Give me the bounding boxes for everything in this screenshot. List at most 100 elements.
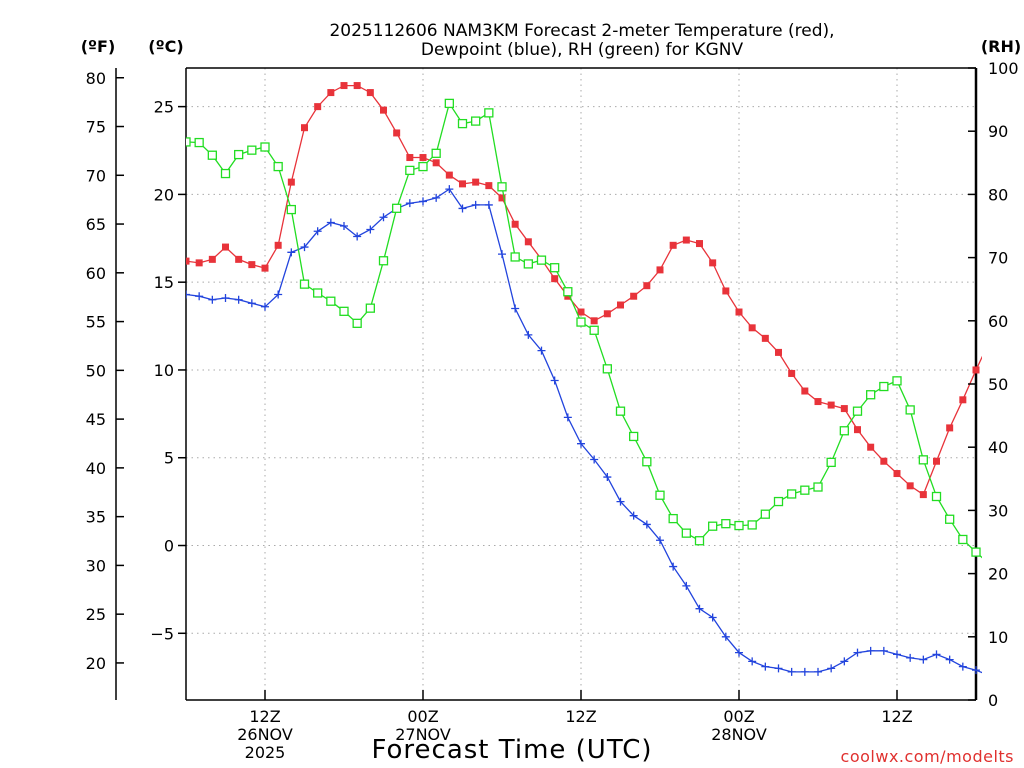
rh-point bbox=[747, 520, 757, 530]
dewpoint-point bbox=[879, 646, 888, 655]
temperature-point bbox=[919, 491, 927, 499]
rh-point bbox=[471, 116, 481, 126]
series-rh bbox=[186, 98, 982, 559]
dewpoint-point bbox=[787, 667, 796, 676]
rh-point bbox=[852, 406, 863, 416]
rh-point bbox=[365, 303, 375, 313]
rh-point bbox=[207, 150, 217, 160]
temperature-point bbox=[814, 398, 822, 406]
dewpoint-point bbox=[498, 250, 506, 259]
rh-tick-label: 40 bbox=[988, 438, 1008, 457]
fahrenheit-tick-label: 20 bbox=[86, 654, 106, 673]
rh-point bbox=[787, 489, 797, 499]
chart-title-line-1: 2025112606 NAM3KM Forecast 2-meter Tempe… bbox=[329, 21, 834, 41]
rh-tick-label: 50 bbox=[988, 375, 1008, 394]
rh-point bbox=[721, 519, 731, 529]
dewpoint-point bbox=[669, 562, 678, 571]
fahrenheit-tick-label: 25 bbox=[86, 605, 106, 624]
dewpoint-point bbox=[234, 295, 243, 304]
dewpoint-point bbox=[419, 197, 427, 206]
dewpoint-point bbox=[616, 497, 625, 506]
rh-point bbox=[260, 142, 270, 152]
temperature-point bbox=[498, 194, 506, 202]
dewpoint-point bbox=[814, 667, 822, 676]
rh-tick-label: 70 bbox=[988, 249, 1008, 268]
dewpoint-point bbox=[405, 199, 414, 208]
dewpoint-point bbox=[958, 662, 967, 671]
rh-point bbox=[186, 137, 191, 147]
temperature-point bbox=[248, 261, 256, 269]
temperature-point bbox=[472, 178, 480, 186]
temperature-point bbox=[380, 106, 387, 114]
rh-point bbox=[194, 137, 204, 148]
dewpoint-point bbox=[432, 193, 441, 202]
dewpoint-point bbox=[656, 536, 664, 545]
dewpoint-point bbox=[906, 653, 915, 662]
rh-point bbox=[510, 252, 520, 262]
celsius-tick-label: 20 bbox=[154, 185, 174, 204]
temperature-point bbox=[353, 82, 361, 90]
dewpoint-point bbox=[326, 218, 335, 227]
rh-point bbox=[826, 457, 836, 468]
dewpoint-point bbox=[195, 292, 204, 301]
dewpoint-point bbox=[695, 604, 704, 613]
temperature-point bbox=[511, 220, 519, 228]
series-dewpoint bbox=[186, 185, 982, 676]
rh-point bbox=[286, 204, 296, 215]
dewpoint-point bbox=[682, 581, 691, 590]
chart-title-line-2: Dewpoint (blue), RH (green) for KGNV bbox=[421, 40, 744, 60]
rh-point bbox=[905, 405, 915, 415]
fahrenheit-tick-label: 60 bbox=[86, 264, 106, 283]
temperature-point bbox=[933, 457, 940, 465]
temperature-point bbox=[287, 178, 295, 186]
temperature-point bbox=[827, 401, 835, 409]
temperature-point bbox=[748, 324, 756, 332]
rh-point bbox=[563, 287, 573, 297]
fahrenheit-axis: 20 25 30 35 40 45 50 55 60 65 70 75 80 bbox=[86, 68, 124, 700]
rh-point bbox=[418, 161, 428, 172]
temperature-point bbox=[630, 292, 638, 300]
rh-tick-label: 0 bbox=[988, 691, 998, 710]
fahrenheit-tick-label: 40 bbox=[86, 459, 106, 478]
dewpoint-point bbox=[919, 655, 928, 664]
fahrenheit-tick-label: 35 bbox=[86, 508, 106, 527]
temperature-point bbox=[590, 317, 598, 325]
rh-point bbox=[220, 168, 231, 179]
rh-point bbox=[431, 148, 441, 158]
temperature-point bbox=[301, 124, 308, 132]
time-tick-label: 2025 bbox=[245, 743, 286, 762]
temperature-point bbox=[735, 308, 743, 316]
dewpoint-point bbox=[642, 520, 651, 529]
rh-point bbox=[615, 406, 626, 416]
rh-point bbox=[734, 520, 744, 531]
credit-text: coolwx.com/modelts bbox=[841, 747, 1014, 766]
time-tick-label: 12Z bbox=[565, 707, 596, 726]
rh-point bbox=[866, 390, 876, 400]
time-tick-label: 27NOV bbox=[395, 725, 451, 744]
rh-point bbox=[708, 521, 718, 531]
time-tick-label: 00Z bbox=[723, 707, 754, 726]
dewpoint-point bbox=[300, 243, 309, 252]
x-axis-title: Forecast Time (UTC) bbox=[371, 735, 652, 765]
temperature-line bbox=[186, 84, 982, 496]
temperature-point bbox=[551, 275, 559, 283]
rh-point bbox=[457, 118, 468, 129]
temperature-point bbox=[274, 241, 282, 249]
rh-point bbox=[234, 149, 244, 160]
dewpoint-point bbox=[840, 657, 849, 666]
celsius-tick-label: −5 bbox=[150, 624, 174, 643]
temperature-point bbox=[524, 238, 532, 246]
dewpoint-point bbox=[866, 646, 875, 655]
dewpoint-point bbox=[208, 295, 217, 304]
temperature-point bbox=[314, 103, 322, 111]
dewpoint-point bbox=[827, 664, 836, 673]
temperature-point bbox=[696, 240, 703, 248]
celsius-tick-label: 5 bbox=[164, 449, 174, 468]
rh-point bbox=[879, 381, 889, 392]
dewpoint-point bbox=[945, 655, 954, 664]
temperature-point bbox=[906, 482, 914, 490]
temperature-point bbox=[761, 334, 769, 342]
temperature-point bbox=[327, 89, 335, 97]
temperature-point bbox=[669, 241, 677, 249]
temperature-point bbox=[656, 266, 664, 274]
